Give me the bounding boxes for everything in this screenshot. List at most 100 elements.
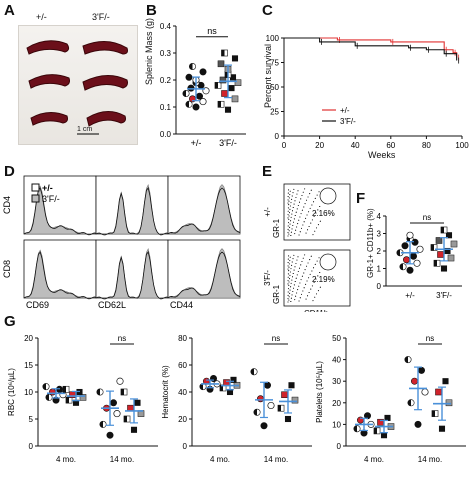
e-event-dot — [287, 291, 289, 293]
e-event-dot — [302, 191, 304, 193]
e-event-dot — [292, 206, 294, 208]
e-event-dot — [311, 270, 313, 272]
g-ytick-label: 0 — [337, 442, 342, 451]
e-event-dot — [290, 301, 292, 303]
g-point — [435, 388, 442, 396]
spleen-4 — [82, 75, 128, 91]
e-event-dot — [300, 279, 302, 281]
e-event-dot — [300, 213, 302, 215]
e-event-dot — [303, 206, 305, 208]
c-ytick-label: 100 — [266, 34, 280, 43]
e-event-dot — [299, 231, 301, 233]
e-event-dot — [296, 292, 298, 294]
e-event-dot — [312, 234, 314, 236]
e-event-dot — [291, 228, 293, 230]
f-point — [450, 240, 458, 248]
b-group-label: +/- — [191, 138, 202, 148]
g-point — [134, 399, 141, 406]
e-event-dot — [296, 208, 298, 210]
e-event-dot — [306, 280, 308, 282]
e-event-dot — [291, 213, 293, 215]
b-ytick-label: 0.4 — [160, 22, 172, 31]
e-event-dot — [290, 282, 292, 284]
e-event-dot — [299, 216, 301, 218]
b-point — [228, 85, 235, 92]
e-event-dot — [288, 215, 290, 217]
e-event-dot — [289, 208, 291, 210]
d-col-label: CD62L — [98, 300, 126, 310]
f-point — [440, 265, 448, 272]
e-event-dot — [307, 229, 309, 231]
c-xtick-label: 0 — [282, 141, 287, 150]
g-point — [281, 391, 288, 398]
e-event-dot — [298, 201, 300, 203]
g-point — [291, 396, 299, 404]
e-event-dot — [318, 191, 320, 193]
e-event-dot — [287, 235, 289, 237]
d-histogram-frame — [95, 175, 169, 235]
e-event-dot — [301, 261, 303, 263]
g-point — [284, 415, 292, 423]
g-ylabel: RBC (10⁶/µL) — [7, 368, 16, 416]
g-point — [421, 388, 429, 396]
e-event-dot — [288, 263, 290, 265]
e-event-dot — [287, 283, 289, 285]
g-subplot-plt: 0 10 20 30 40 50 Platelets (10⁵/µL) 4 mo. 14 mo.… — [315, 334, 466, 464]
g-ytick-label: 50 — [332, 334, 341, 343]
c-xtick-label: 100 — [455, 141, 469, 150]
c-series-line — [284, 37, 458, 58]
e-event-dot — [313, 201, 315, 203]
g-point-half — [250, 368, 254, 375]
e-event-dot — [299, 282, 301, 284]
e-event-dot — [290, 216, 292, 218]
panel-b-ylabel: Splenic Mass (g) — [144, 17, 154, 85]
g-point — [288, 382, 295, 389]
g-point-half — [65, 397, 69, 404]
e-event-dot — [294, 200, 296, 202]
e-event-dot — [287, 207, 289, 209]
spleen-photo: 1 cm — [18, 25, 138, 145]
e-event-dot — [317, 275, 319, 277]
e-event-dot — [307, 295, 309, 297]
panel-letter-a: A — [4, 2, 15, 19]
e-event-dot — [287, 294, 289, 296]
e-event-dot — [288, 197, 290, 199]
e-event-dot — [289, 226, 291, 228]
e-event-dot — [287, 276, 289, 278]
f-point-half — [430, 244, 434, 251]
e-event-dot — [288, 281, 290, 283]
b-point — [229, 74, 237, 81]
f-point-half — [399, 263, 403, 270]
g-point — [410, 377, 418, 385]
e-event-dot — [302, 290, 304, 292]
g-subplot-hct: 0 20 40 60 80 Hematocrit (%) 4 mo. 14 mo. ns — [161, 334, 312, 464]
e-event-dot — [300, 198, 302, 200]
g-point — [110, 399, 118, 407]
e-event-dot — [288, 296, 290, 298]
b-point — [231, 55, 239, 62]
e-event-dot — [305, 283, 307, 285]
b-point-half — [221, 49, 225, 57]
g-sig-label: ns — [272, 334, 280, 343]
f-ytick-label: 4 — [377, 212, 382, 221]
f-point — [445, 232, 453, 239]
e-event-dot — [289, 194, 291, 196]
e-event-dot — [289, 274, 291, 276]
b-point — [199, 98, 207, 106]
spleen-6 — [86, 111, 126, 127]
panel-letter-c: C — [262, 2, 273, 19]
g-point — [414, 420, 422, 428]
e-event-dot — [316, 293, 318, 295]
g-point-half — [45, 394, 49, 401]
d-row-label: CD4 — [2, 196, 12, 214]
e-event-dot — [295, 211, 297, 213]
panel-c-ylabel: Percent survival — [263, 43, 273, 108]
e-event-dot — [289, 256, 291, 258]
e-event-dot — [287, 225, 289, 227]
e-event-dot — [289, 205, 291, 207]
b-point — [192, 103, 200, 111]
e-event-dot — [290, 202, 292, 204]
e-event-dot — [314, 263, 316, 265]
g-point-half — [407, 399, 411, 406]
g-point-half — [219, 384, 223, 391]
